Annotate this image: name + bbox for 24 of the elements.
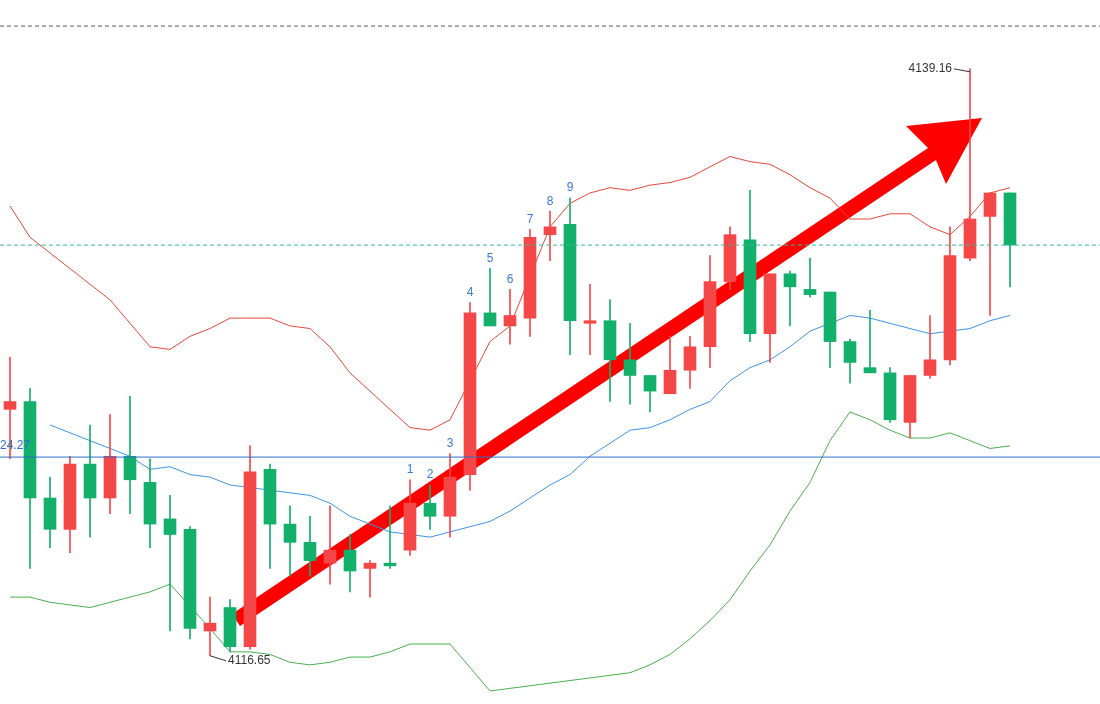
candlestick [503, 289, 517, 345]
candlestick [803, 257, 817, 298]
candlestick [623, 322, 637, 405]
candlestick [543, 210, 557, 262]
annotation: 2 [426, 467, 434, 482]
annotation: 4116.65 [228, 653, 271, 668]
annotation: 8 [546, 193, 554, 208]
candlestick [583, 283, 597, 355]
candlestick [983, 192, 997, 316]
annotation: 6 [506, 271, 514, 286]
candlestick [203, 596, 217, 657]
annotation: 7 [526, 211, 534, 226]
annotation: 5 [486, 250, 494, 265]
candlestick [163, 495, 177, 632]
candlestick [963, 68, 977, 262]
annotation: 4 [466, 284, 474, 299]
candlestick [483, 268, 497, 327]
candlestick [363, 560, 377, 598]
annotation: 1 [406, 462, 414, 477]
candlestick [863, 309, 877, 374]
candlestick [323, 505, 337, 585]
annotation: 9 [566, 180, 574, 195]
annotation: 3 [446, 436, 454, 450]
annotation: 4139.16 [908, 61, 953, 76]
